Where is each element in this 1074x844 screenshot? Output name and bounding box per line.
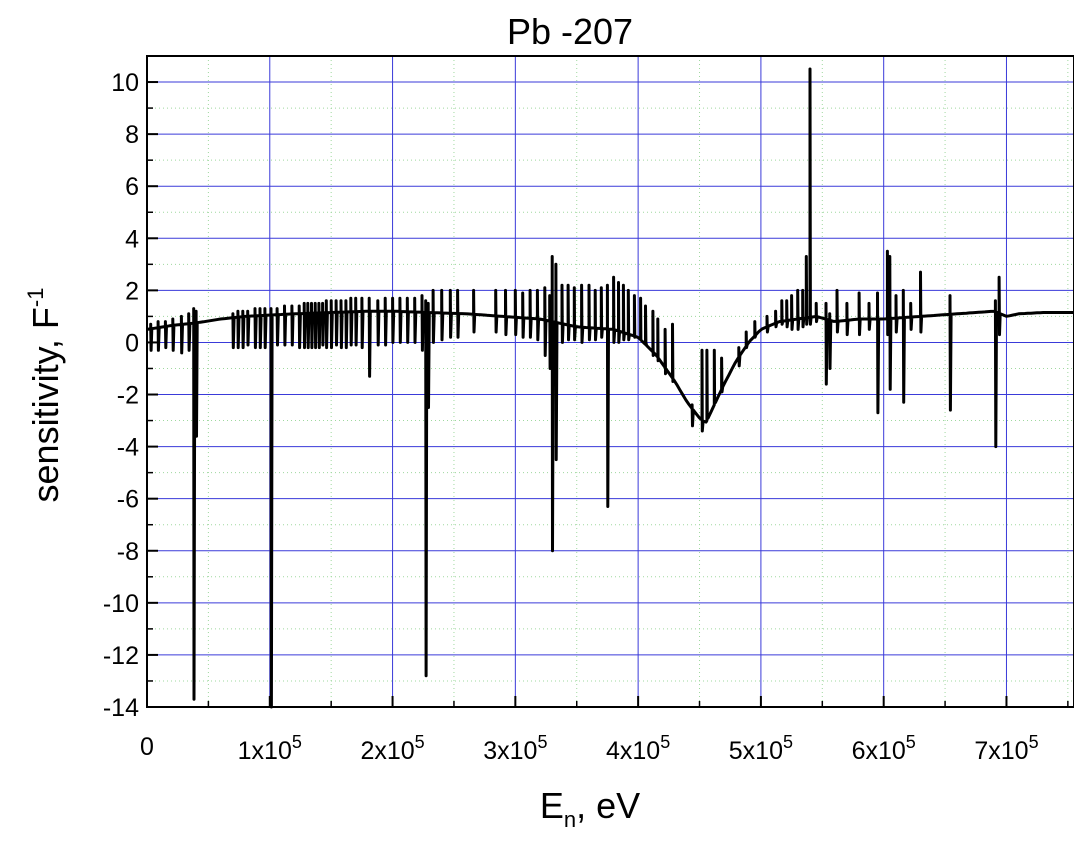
major-grid <box>147 56 1074 707</box>
y-tick-label: 4 <box>125 225 139 253</box>
y-tick-label: 6 <box>125 173 139 201</box>
y-axis-title: sensitivity, F-1 <box>23 288 66 503</box>
y-tick-label: 8 <box>125 121 139 149</box>
x-tick-label: 2x105 <box>360 732 424 765</box>
y-tick-label: -14 <box>103 694 139 722</box>
y-tick-label: -12 <box>103 642 139 670</box>
x-tick-labels: 0 1x105 2x105 3x105 4x105 5x105 6x105 7x105 <box>140 732 1039 765</box>
axes-frame <box>146 55 1074 708</box>
chart-title: Pb -207 <box>507 11 633 52</box>
x-tick-label: 4x105 <box>606 732 670 765</box>
series-line <box>146 67 1074 709</box>
y-tick-label: 0 <box>125 329 139 357</box>
y-tick-label: -8 <box>117 538 139 566</box>
y-tick-label: -6 <box>117 486 139 514</box>
y-tick-labels: 10 8 6 4 2 0 -2 -4 -6 -8 -10 -12 -14 <box>103 69 139 722</box>
x-tick-label: 0 <box>140 733 154 761</box>
y-tick-label: -10 <box>103 590 139 618</box>
y-tick-label: 2 <box>125 277 139 305</box>
axis-ticks <box>146 81 1069 708</box>
x-tick-label: 6x105 <box>852 732 916 765</box>
x-tick-label: 7x105 <box>974 732 1038 765</box>
x-tick-label: 3x105 <box>483 732 547 765</box>
data-series <box>146 67 1074 709</box>
x-tick-label: 5x105 <box>729 732 793 765</box>
x-axis-title: En, eV <box>540 785 640 832</box>
y-tick-label: -2 <box>117 382 139 410</box>
y-tick-label: -4 <box>117 434 139 462</box>
x-tick-label: 1x105 <box>238 732 302 765</box>
y-tick-label: 10 <box>111 69 139 97</box>
